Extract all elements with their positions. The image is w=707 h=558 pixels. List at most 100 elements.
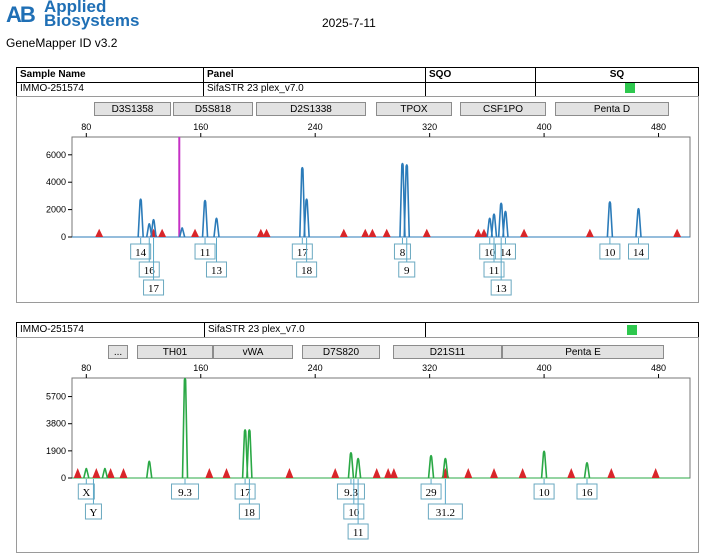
allele-peak bbox=[490, 213, 498, 238]
size-standard-peak bbox=[222, 468, 231, 478]
size-standard-peak bbox=[262, 228, 271, 237]
size-standard-peak bbox=[382, 228, 391, 237]
allele-call-box bbox=[343, 503, 365, 520]
marker-d7s820: D7S820 bbox=[302, 345, 380, 359]
allele-peak bbox=[583, 461, 591, 479]
allele-call-label: 13 bbox=[211, 265, 223, 277]
allele-peak bbox=[101, 467, 109, 479]
x-tick-label: 480 bbox=[651, 363, 666, 373]
allele-peak bbox=[403, 164, 411, 238]
allele-peak bbox=[497, 202, 505, 238]
sample-name-value: IMMO-251574 bbox=[20, 83, 84, 94]
allele-call-label: 10 bbox=[484, 247, 496, 259]
allele-call-box bbox=[143, 279, 165, 296]
size-standard-peak bbox=[339, 228, 348, 237]
allele-call-box bbox=[494, 243, 516, 260]
ab-logo-mark: AB bbox=[6, 2, 36, 27]
allele-call-box bbox=[533, 483, 555, 500]
allele-call-label: 9.3 bbox=[178, 487, 192, 499]
allele-call-box bbox=[628, 243, 649, 260]
allele-peak bbox=[178, 227, 186, 238]
allele-call-label: 17 bbox=[240, 487, 252, 499]
allele-peak bbox=[427, 454, 435, 479]
size-standard-peak bbox=[651, 468, 660, 478]
size-standard-peak bbox=[474, 228, 483, 237]
allele-call-label: 10 bbox=[604, 247, 616, 259]
marker-d3s1358: D3S1358 bbox=[94, 102, 171, 116]
sq-value bbox=[535, 82, 698, 96]
allele-call-box bbox=[599, 243, 621, 260]
y-tick-label: 0 bbox=[61, 473, 66, 483]
size-standard-peak bbox=[673, 228, 682, 237]
green-channel-panel bbox=[16, 337, 699, 553]
size-standard-peak bbox=[372, 468, 381, 478]
blue-channel-panel bbox=[16, 96, 699, 303]
allele-call-label: X bbox=[82, 487, 90, 499]
allele-peak bbox=[83, 467, 90, 479]
size-standard-peak bbox=[73, 468, 82, 478]
size-standard-peak bbox=[490, 468, 499, 478]
allele-call-label: 10 bbox=[348, 507, 360, 519]
x-tick-label: 320 bbox=[422, 122, 437, 132]
allele-peak bbox=[145, 223, 153, 238]
size-standard-peak bbox=[205, 468, 214, 478]
allele-call-label: 29 bbox=[426, 487, 438, 499]
allele-call-label: 14 bbox=[135, 247, 147, 259]
allele-call-box bbox=[347, 523, 369, 540]
allele-call-label: 9.3 bbox=[344, 487, 358, 499]
allele-call-box bbox=[420, 483, 442, 500]
size-standard-peak bbox=[389, 468, 398, 478]
allele-call-label: 8 bbox=[400, 247, 406, 259]
y-tick-label: 4000 bbox=[46, 177, 66, 187]
panel2-sqo bbox=[425, 323, 698, 337]
marker-tpox: TPOX bbox=[376, 102, 452, 116]
allele-call-label: Y bbox=[89, 507, 97, 519]
size-standard-peak bbox=[384, 468, 393, 478]
x-tick-label: 160 bbox=[193, 363, 208, 373]
allele-call-label: 17 bbox=[297, 247, 309, 259]
allele-call-label: 11 bbox=[200, 247, 211, 259]
y-tick-label: 1900 bbox=[46, 446, 66, 456]
allele-call-label: 11 bbox=[489, 265, 500, 277]
allele-peak bbox=[399, 162, 406, 238]
applied-biosystems-logo: AB Applied Biosystems bbox=[6, 0, 146, 30]
allele-peak bbox=[246, 429, 253, 479]
allele-call-label: 16 bbox=[582, 487, 594, 499]
allele-peak bbox=[347, 451, 355, 479]
allele-call-box bbox=[296, 261, 318, 278]
allele-call-label: 11 bbox=[353, 527, 364, 539]
allele-call-box bbox=[130, 243, 152, 260]
x-tick-label: 240 bbox=[308, 122, 323, 132]
allele-call-box bbox=[171, 483, 200, 500]
marker-d5s818: D5S818 bbox=[173, 102, 253, 116]
size-standard-peak bbox=[331, 468, 340, 478]
allele-peak bbox=[635, 207, 642, 238]
allele-call-label: 16 bbox=[144, 265, 156, 277]
panel2-panel-name: SifaSTR 23 plex_v7.0 bbox=[204, 323, 424, 337]
allele-peak bbox=[354, 457, 362, 479]
panel-value: SifaSTR 23 plex_v7.0 bbox=[203, 82, 425, 96]
marker-d21s11: D21S11 bbox=[393, 345, 502, 359]
size-standard-peak bbox=[464, 468, 473, 478]
allele-call-box bbox=[490, 279, 512, 296]
allele-call-label: 18 bbox=[301, 265, 313, 277]
sqo-value bbox=[425, 82, 535, 96]
allele-peak bbox=[486, 217, 494, 238]
logo-line-1: Applied bbox=[44, 0, 107, 16]
marker-th01: TH01 bbox=[137, 345, 213, 359]
allele-call-label: 13 bbox=[496, 283, 508, 295]
x-tick-label: 400 bbox=[537, 363, 552, 373]
x-tick-label: 80 bbox=[81, 122, 91, 132]
allele-call-label: 17 bbox=[148, 283, 160, 295]
size-standard-peak bbox=[567, 468, 576, 478]
allele-call-label: 9 bbox=[404, 265, 410, 277]
size-standard-peak bbox=[607, 468, 616, 478]
size-standard-peak bbox=[92, 468, 101, 478]
x-tick-label: 160 bbox=[193, 122, 208, 132]
marker-more: ... bbox=[108, 345, 128, 359]
allele-call-box bbox=[77, 483, 95, 500]
size-standard-peak bbox=[95, 228, 104, 237]
allele-peak bbox=[502, 210, 509, 238]
marker-d2s1338: D2S1338 bbox=[256, 102, 366, 116]
